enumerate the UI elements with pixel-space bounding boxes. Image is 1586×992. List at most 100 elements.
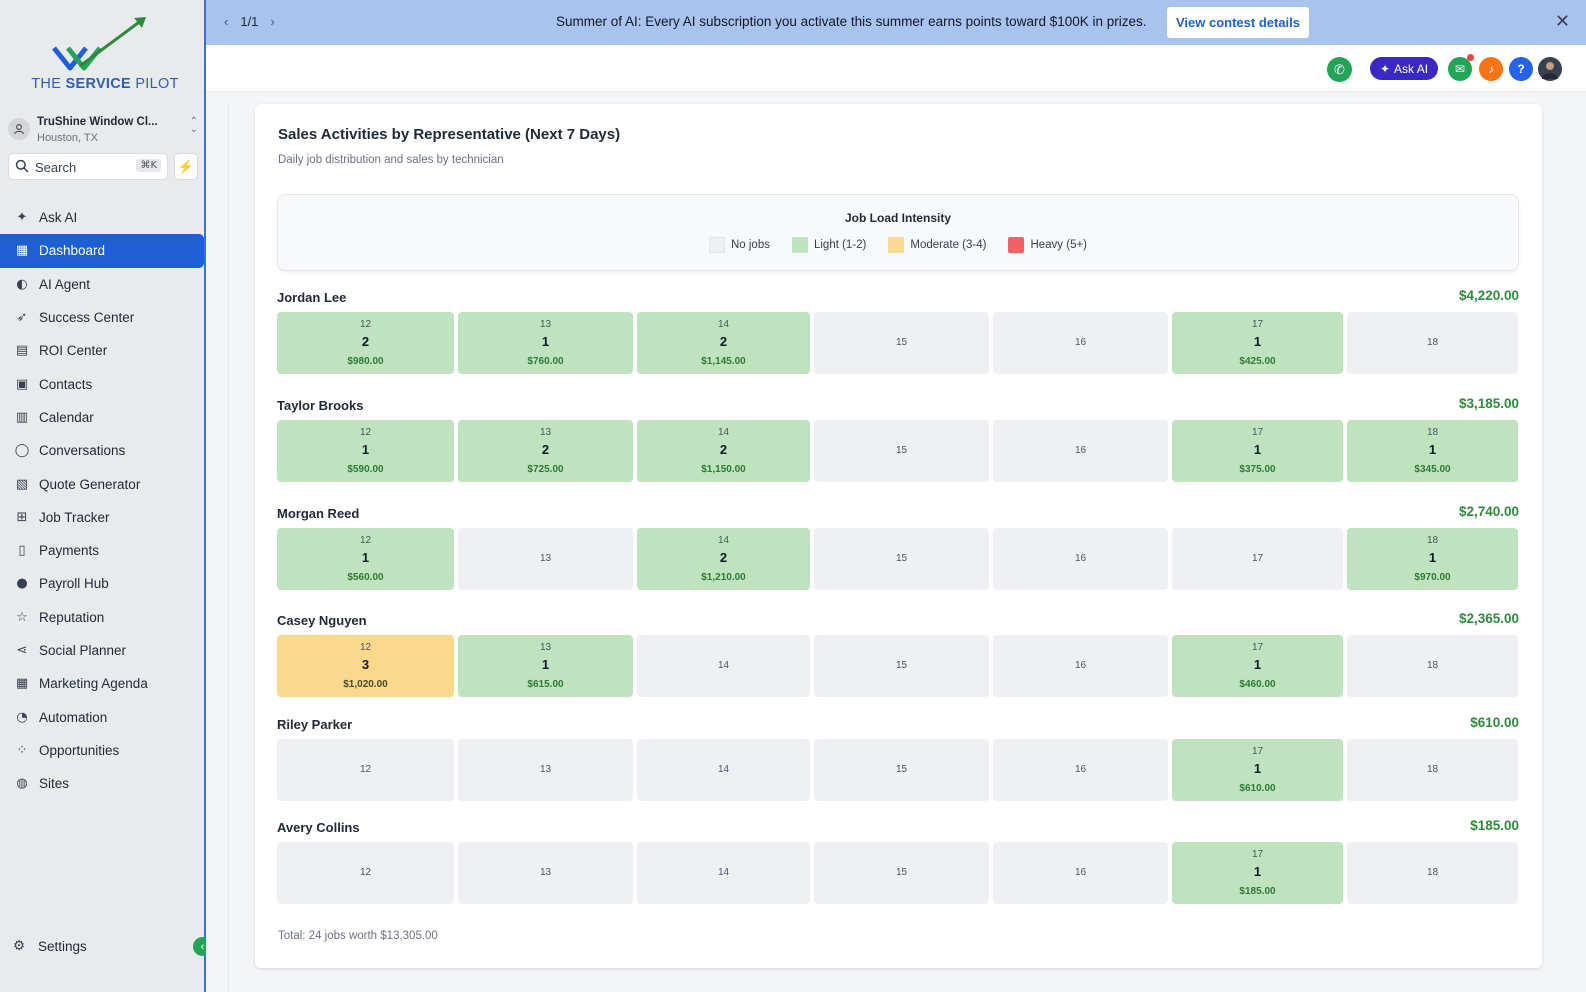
rep-days: 12 2 $980.00 13 1 $760.00 14 2 $1,145.00 15 16 17 1 $… xyxy=(277,312,1519,374)
chevron-right-icon[interactable]: › xyxy=(270,14,274,29)
day-cell[interactable]: 18 xyxy=(1347,739,1518,801)
day-cell[interactable]: 13 1 $760.00 xyxy=(458,312,633,374)
day-cell[interactable]: 14 xyxy=(637,842,810,904)
sidebar-item-conversations[interactable]: ◯ Conversations xyxy=(0,434,204,467)
day-cell[interactable]: 16 xyxy=(993,842,1168,904)
day-cell[interactable]: 16 xyxy=(993,635,1168,697)
day-cell[interactable]: 13 2 $725.00 xyxy=(458,420,633,482)
sidebar-item-calendar[interactable]: ▥ Calendar xyxy=(0,401,204,434)
grid-icon: ▦ xyxy=(14,243,30,259)
day-cell[interactable]: 15 xyxy=(814,312,989,374)
day-cell[interactable]: 12 2 $980.00 xyxy=(277,312,454,374)
day-cell[interactable]: 16 xyxy=(993,312,1168,374)
sidebar-item-contacts[interactable]: ▣ Contacts xyxy=(0,367,204,400)
day-cell[interactable]: 13 xyxy=(458,739,633,801)
ask-ai-button[interactable]: ✦ Ask AI xyxy=(1370,57,1438,80)
sidebar-item-ask-ai[interactable]: ✦ Ask AI xyxy=(0,201,204,234)
day-number: 15 xyxy=(814,660,989,671)
day-cell[interactable]: 16 xyxy=(993,420,1168,482)
day-cell[interactable]: 17 1 $425.00 xyxy=(1172,312,1343,374)
sidebar-item-marketing-agenda[interactable]: ▦ Marketing Agenda xyxy=(0,667,204,700)
day-cell[interactable]: 18 xyxy=(1347,635,1518,697)
job-count: 2 xyxy=(637,550,810,565)
job-count: 1 xyxy=(277,550,454,565)
day-cell[interactable]: 13 1 $615.00 xyxy=(458,635,633,697)
day-number: 16 xyxy=(993,660,1168,671)
day-cell[interactable]: 15 xyxy=(814,528,989,590)
day-cell[interactable]: 12 xyxy=(277,842,454,904)
chevron-left-icon[interactable]: ‹ xyxy=(224,14,228,29)
day-cell[interactable]: 12 1 $560.00 xyxy=(277,528,454,590)
sidebar-item-ai-agent[interactable]: ◐ AI Agent xyxy=(0,268,204,301)
sidebar-item-dashboard[interactable]: ▦ Dashboard xyxy=(0,234,204,267)
sidebar-item-payments[interactable]: ▯ Payments xyxy=(0,534,204,567)
sidebar-item-social-planner[interactable]: ⋖ Social Planner xyxy=(0,634,204,667)
search-shortcut: ⌘K xyxy=(136,159,161,172)
day-number: 16 xyxy=(993,867,1168,878)
rep-days: 12 13 14 15 16 17 1 $185.00 18 xyxy=(277,842,1519,904)
day-cell[interactable]: 16 xyxy=(993,739,1168,801)
ai-agent-icon: ◐ xyxy=(14,276,30,292)
day-number: 12 xyxy=(277,642,454,653)
day-cell[interactable]: 12 3 $1,020.00 xyxy=(277,635,454,697)
day-cell[interactable]: 18 1 $970.00 xyxy=(1347,528,1518,590)
logo[interactable]: THE SERVICE PILOT xyxy=(30,14,180,96)
job-count: 3 xyxy=(277,657,454,672)
sidebar-item-settings[interactable]: ⚙ Settings xyxy=(0,936,204,956)
sidebar-item-automation[interactable]: ◔ Automation xyxy=(0,700,204,733)
day-cell[interactable]: 15 xyxy=(814,842,989,904)
day-cell[interactable]: 17 1 $460.00 xyxy=(1172,635,1343,697)
day-cell[interactable]: 13 xyxy=(458,842,633,904)
day-cell[interactable]: 17 1 $610.00 xyxy=(1172,739,1343,801)
day-cell[interactable]: 15 xyxy=(814,420,989,482)
quick-action-bolt-icon[interactable]: ⚡ xyxy=(174,153,198,180)
day-cell[interactable]: 14 2 $1,210.00 xyxy=(637,528,810,590)
day-cell[interactable]: 13 xyxy=(458,528,633,590)
sidebar-item-reputation[interactable]: ☆ Reputation xyxy=(0,601,204,634)
legend-label: Moderate (3-4) xyxy=(910,239,986,251)
view-contest-button[interactable]: View contest details xyxy=(1167,7,1309,38)
account-switcher[interactable]: TruShine Window Cl... Houston, TX ⌃ ⌄ xyxy=(8,114,198,148)
day-cell[interactable]: 18 1 $345.00 xyxy=(1347,420,1518,482)
avatar[interactable] xyxy=(1538,57,1562,81)
legend-title: Job Load Intensity xyxy=(278,211,1518,225)
sidebar-item-opportunities[interactable]: ⁘ Opportunities xyxy=(0,734,204,767)
day-cell[interactable]: 17 1 $185.00 xyxy=(1172,842,1343,904)
sidebar-item-job-tracker[interactable]: ⊞ Job Tracker xyxy=(0,501,204,534)
close-icon[interactable]: ✕ xyxy=(1555,11,1570,32)
sidebar-item-sites[interactable]: ◍ Sites xyxy=(0,767,204,800)
phone-icon[interactable]: ✆ xyxy=(1327,57,1352,82)
chevron-updown-icon: ⌃ ⌄ xyxy=(190,118,198,134)
sidebar-item-success-center[interactable]: ➶ Success Center xyxy=(0,301,204,334)
search-placeholder: Search xyxy=(35,160,76,175)
day-cell[interactable]: 12 xyxy=(277,739,454,801)
day-number: 17 xyxy=(1172,746,1343,757)
day-cell[interactable]: 17 1 $375.00 xyxy=(1172,420,1343,482)
day-cell[interactable]: 18 xyxy=(1347,312,1518,374)
day-cell[interactable]: 16 xyxy=(993,528,1168,590)
day-cell[interactable]: 14 xyxy=(637,635,810,697)
day-cell[interactable]: 17 xyxy=(1172,528,1343,590)
search-input[interactable]: Search ⌘K xyxy=(8,153,168,180)
bell-icon[interactable]: ♪ xyxy=(1479,57,1503,81)
divider xyxy=(228,104,229,992)
day-number: 12 xyxy=(277,427,454,438)
day-cell[interactable]: 15 xyxy=(814,739,989,801)
sidebar-item-roi-center[interactable]: ▤ ROI Center xyxy=(0,334,204,367)
job-count: 2 xyxy=(637,442,810,457)
day-cell[interactable]: 14 2 $1,145.00 xyxy=(637,312,810,374)
day-cell[interactable]: 15 xyxy=(814,635,989,697)
day-cell[interactable]: 14 2 $1,150.00 xyxy=(637,420,810,482)
day-cell[interactable]: 12 1 $590.00 xyxy=(277,420,454,482)
day-number: 13 xyxy=(458,764,633,775)
help-icon[interactable]: ? xyxy=(1509,57,1533,81)
quote-icon: ▧ xyxy=(14,476,30,492)
day-cell[interactable]: 14 xyxy=(637,739,810,801)
day-amount: $1,150.00 xyxy=(637,464,810,475)
notification-dot xyxy=(1467,54,1474,61)
sidebar-item-payroll-hub[interactable]: ● Payroll Hub xyxy=(0,567,204,600)
day-number: 15 xyxy=(814,867,989,878)
sidebar-item-quote-generator[interactable]: ▧ Quote Generator xyxy=(0,467,204,500)
account-name: TruShine Window Cl... xyxy=(37,116,158,128)
day-cell[interactable]: 18 xyxy=(1347,842,1518,904)
